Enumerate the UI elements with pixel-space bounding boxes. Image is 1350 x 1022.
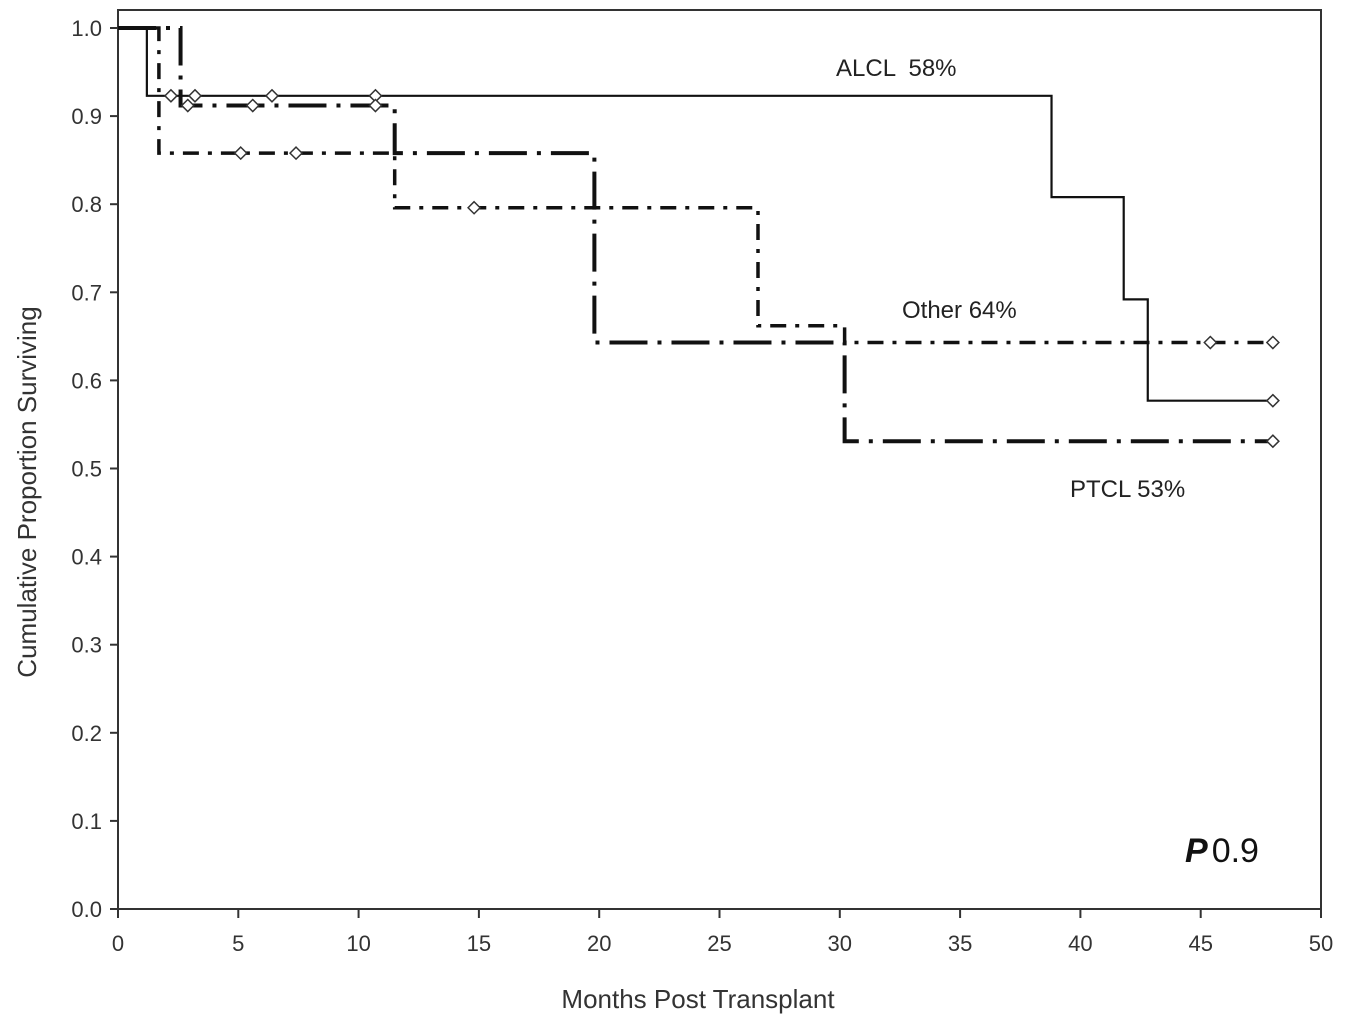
censor-marker	[288, 146, 304, 161]
y-tick-label: 0.5	[71, 457, 102, 482]
censor-marker	[180, 98, 195, 113]
censor-marker	[1265, 335, 1280, 350]
y-axis-ticks: 0.0 0.1 0.2 0.3 0.4 0.5 0.6 0.7 0.8 0.9 1.0	[71, 16, 118, 922]
y-tick-label: 0.1	[71, 809, 102, 834]
censor-marker	[233, 146, 248, 161]
series-layer	[118, 26, 1273, 444]
x-tick-label: 5	[232, 931, 244, 956]
y-tick-label: 1.0	[71, 16, 102, 41]
p-value-annotation: P 0.9	[1185, 832, 1259, 870]
censor-marker	[163, 88, 178, 103]
y-axis-title: Cumulative Proportion Surviving	[12, 306, 42, 677]
x-tick-label: 50	[1309, 931, 1333, 956]
censor-marker	[264, 88, 280, 103]
p-value-symbol: P	[1185, 832, 1208, 870]
x-tick-label: 40	[1068, 931, 1092, 956]
x-tick-label: 20	[587, 931, 611, 956]
plot-frame	[117, 9, 1322, 910]
y-tick-label: 0.3	[71, 633, 102, 658]
series-line-2	[118, 26, 1273, 345]
censor-marker	[1265, 393, 1280, 408]
x-tick-label: 25	[707, 931, 731, 956]
series-line-1	[118, 26, 1273, 444]
x-tick-label: 30	[828, 931, 852, 956]
censor-marker	[245, 98, 260, 113]
x-tick-label: 10	[346, 931, 370, 956]
censor-marker	[187, 88, 203, 103]
series-label-ptcl: PTCL 53%	[1070, 476, 1185, 503]
y-tick-label: 0.9	[71, 104, 102, 129]
y-tick-label: 0.2	[71, 721, 102, 746]
y-tick-label: 0.4	[71, 545, 102, 570]
p-value-number: 0.9	[1212, 832, 1259, 870]
y-tick-label: 0.8	[71, 192, 102, 217]
x-tick-label: 35	[948, 931, 972, 956]
censor-marker	[1265, 434, 1280, 449]
y-tick-label: 0.0	[71, 897, 102, 922]
censor-marker	[467, 200, 482, 215]
censor-marker	[368, 98, 383, 113]
y-tick-label: 0.6	[71, 368, 102, 393]
censor-marker-layer	[163, 88, 1280, 449]
x-tick-label: 45	[1188, 931, 1212, 956]
x-axis-ticks: 0 5 10 15 20 25 30 35 40 45 50	[112, 909, 1333, 956]
x-tick-label: 0	[112, 931, 124, 956]
censor-marker	[1203, 335, 1218, 350]
series-label-alcl: ALCL 58%	[836, 55, 957, 82]
series-label-other: Other 64%	[902, 297, 1017, 324]
x-axis-title: Months Post Transplant	[561, 984, 835, 1014]
x-tick-label: 15	[467, 931, 491, 956]
series-line-0	[118, 26, 1273, 402]
y-tick-label: 0.7	[71, 280, 102, 305]
